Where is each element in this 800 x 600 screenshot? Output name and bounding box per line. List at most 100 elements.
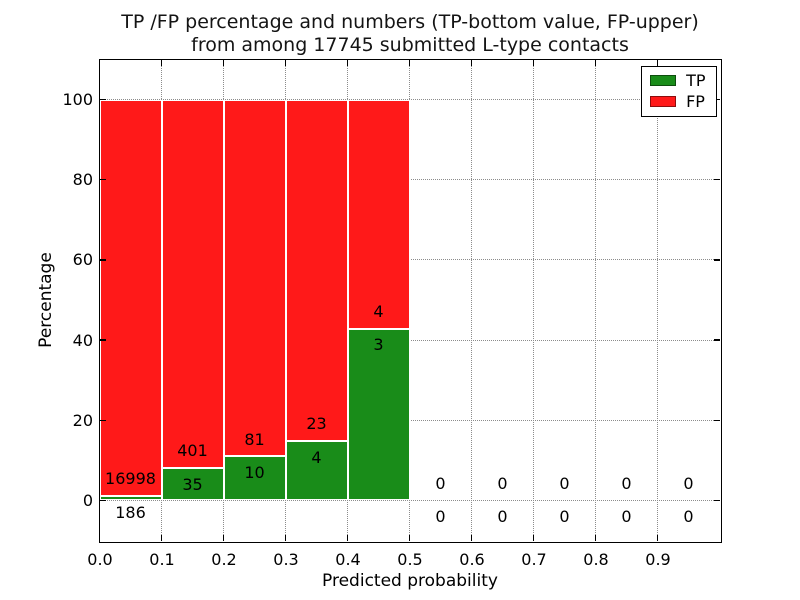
tp-count-label: 3 <box>373 335 384 355</box>
y-tick-label: 20 <box>72 410 93 430</box>
y-tickmark-right <box>713 179 720 181</box>
x-tick-label: 0.0 <box>87 550 113 569</box>
tp-count-label: 0 <box>497 507 508 527</box>
gridline-horizontal <box>99 339 720 341</box>
y-tickmark-left <box>99 499 106 502</box>
bar-fp-segment <box>161 99 224 469</box>
chart-title: TP /FP percentage and numbers (TP-bottom… <box>90 11 730 57</box>
y-tickmark-right <box>713 499 720 502</box>
x-tickmark-bottom <box>532 534 535 541</box>
x-tickmark-top <box>470 59 473 66</box>
tp-count-label: 10 <box>244 463 265 483</box>
gridline-vertical <box>657 59 658 541</box>
y-tickmark-left <box>99 259 106 261</box>
bar-tp-segment <box>161 468 224 501</box>
fp-count-label: 23 <box>306 414 327 434</box>
x-tick-label: 0.4 <box>335 550 361 569</box>
x-tick-label: 0.2 <box>211 550 237 569</box>
x-tickmark-top <box>346 59 349 66</box>
gridline-horizontal <box>99 499 720 501</box>
bar-tp-segment <box>285 441 348 501</box>
fp-count-label: 401 <box>177 441 208 461</box>
y-tick-label: 0 <box>82 490 93 510</box>
x-tickmark-top <box>656 59 659 66</box>
gridline-vertical <box>595 59 596 541</box>
y-tick-label: 100 <box>62 90 93 110</box>
fp-count-label: 0 <box>683 473 694 493</box>
bar-fp-segment <box>99 99 162 497</box>
legend-label-fp: FP <box>686 91 705 111</box>
x-tickmark-top <box>284 59 287 66</box>
x-tickmark-bottom <box>346 534 349 541</box>
x-tick-label: 0.3 <box>273 550 299 569</box>
fp-count-label: 0 <box>621 473 632 493</box>
gridline-vertical <box>471 59 472 541</box>
y-tickmark-left <box>99 419 106 421</box>
x-tickmark-bottom <box>284 534 287 541</box>
legend: TP FP <box>641 65 717 117</box>
tp-count-label: 186 <box>115 502 146 522</box>
y-tick-label: 80 <box>72 170 93 190</box>
x-tick-label: 0.6 <box>459 550 485 569</box>
x-tickmark-top <box>160 59 163 66</box>
fp-count-label: 0 <box>497 473 508 493</box>
x-tickmark-top <box>98 59 101 66</box>
gridline-horizontal <box>99 259 720 261</box>
fp-count-label: 0 <box>435 473 446 493</box>
x-tickmark-bottom <box>98 534 101 541</box>
chart-title-line2: from among 17745 submitted L-type contac… <box>191 34 629 56</box>
y-tickmark-right <box>713 98 720 101</box>
tp-count-label: 0 <box>621 507 632 527</box>
gridline-vertical <box>409 59 410 541</box>
x-tick-label: 0.1 <box>149 550 175 569</box>
x-tickmark-top <box>532 59 535 66</box>
x-tick-label: 0.7 <box>521 550 547 569</box>
y-tickmark-left <box>99 179 106 181</box>
plot-area: 16998 186 401 35 81 10 23 4 4 3 0 0 0 0 0 0 0 0 0 0 TP FP <box>98 58 722 543</box>
gridline-horizontal <box>99 179 720 181</box>
x-axis-label: Predicted probability <box>322 571 498 591</box>
y-tickmark-left <box>99 98 106 101</box>
tp-count-label: 0 <box>683 507 694 527</box>
legend-item-fp: FP <box>650 91 705 111</box>
gridline-horizontal <box>99 419 720 421</box>
y-tickmark-right <box>713 419 720 421</box>
legend-label-tp: TP <box>686 70 706 90</box>
fp-count-label: 16998 <box>105 469 156 489</box>
x-tickmark-top <box>408 59 411 66</box>
y-tickmark-right <box>713 259 720 261</box>
bar-tp-segment <box>347 328 410 501</box>
tp-count-label: 0 <box>435 507 446 527</box>
legend-swatch-fp-icon <box>650 95 677 107</box>
gridline-vertical <box>533 59 534 541</box>
x-tickmark-bottom <box>470 534 473 541</box>
x-tick-label: 0.8 <box>583 550 609 569</box>
plot-inner: 16998 186 401 35 81 10 23 4 4 3 0 0 0 0 0 0 0 0 0 0 <box>98 59 721 542</box>
x-tickmark-top <box>594 59 597 66</box>
fp-count-label: 0 <box>559 473 570 493</box>
bar-fp-segment <box>347 99 410 329</box>
x-tickmark-bottom <box>160 534 163 541</box>
bar-fp-segment <box>223 99 286 457</box>
y-tick-label: 60 <box>72 250 93 270</box>
bar-fp-segment <box>285 99 348 442</box>
chart-title-line1: TP /FP percentage and numbers (TP-bottom… <box>121 11 699 33</box>
y-axis-label: Percentage <box>36 252 56 348</box>
bar-tp-segment <box>99 496 162 501</box>
tp-count-label: 0 <box>559 507 570 527</box>
fp-count-label: 4 <box>373 301 384 321</box>
fp-count-label: 81 <box>244 429 265 449</box>
legend-swatch-tp-icon <box>650 74 677 86</box>
x-tickmark-bottom <box>408 534 411 541</box>
x-tick-label: 0.5 <box>397 550 423 569</box>
x-tickmark-bottom <box>656 534 659 541</box>
y-tickmark-right <box>713 339 720 341</box>
x-tickmark-bottom <box>594 534 597 541</box>
x-tickmark-top <box>222 59 225 66</box>
y-tickmark-left <box>99 339 106 341</box>
bar-tp-segment <box>223 456 286 501</box>
tp-count-label: 35 <box>182 475 203 495</box>
x-tick-label: 0.9 <box>645 550 671 569</box>
gridline-horizontal <box>99 99 720 101</box>
